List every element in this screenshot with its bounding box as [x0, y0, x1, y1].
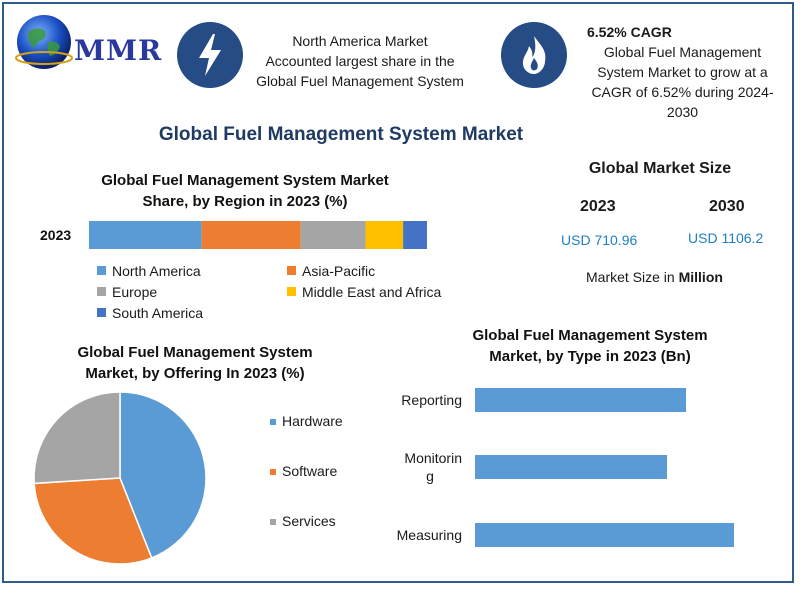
legend-swatch [97, 266, 106, 275]
value-2023: USD 710.96 [561, 232, 638, 248]
lightning-bolt-icon [177, 22, 243, 88]
bar-segment-north-america [89, 221, 202, 249]
bar-segment-south-america [403, 221, 427, 249]
chart-title-line: Market, by Offering In 2023 (%) [85, 365, 305, 382]
legend-swatch [287, 287, 296, 296]
info-line: System Market to grow at a [597, 64, 768, 80]
info-line: Global Fuel Management System [256, 73, 464, 89]
legend-swatch [287, 266, 296, 275]
legend-swatch [270, 419, 276, 425]
info-line: Accounted largest share in the [265, 53, 455, 69]
legend-swatch [270, 469, 276, 475]
legend-label: North America [112, 263, 201, 279]
offering-chart-title: Global Fuel Management System Market, by… [40, 342, 350, 384]
bar-segment-europe [300, 221, 366, 249]
market-size-unit: Market Size in Million [586, 269, 723, 285]
chart-title-line: Global Fuel Management System [472, 327, 708, 344]
legend-item-hardware: Hardware [270, 413, 343, 429]
bar-reporting [475, 388, 686, 412]
type-chart-title: Global Fuel Management System Market, by… [430, 325, 750, 367]
legend-item-asia-pacific: Asia-Pacific [287, 263, 375, 279]
legend-swatch [270, 519, 276, 525]
chart-title-line: Global Fuel Management System [77, 344, 313, 361]
cagr-heading: 6.52% CAGR [587, 24, 672, 40]
year-2023-label: 2023 [580, 198, 616, 215]
unit-prefix: Market Size in [586, 269, 679, 285]
info-line: CAGR of 6.52% during 2024- [591, 84, 774, 100]
legend-swatch [97, 308, 106, 317]
value-2030: USD 1106.2 [688, 230, 764, 246]
category-label: Monitorin [404, 450, 462, 466]
legend-item-software: Software [270, 463, 337, 479]
logo-text: MMR [74, 34, 163, 67]
legend-item-europe: Europe [97, 284, 157, 300]
bar-segment-asia-pacific [201, 221, 301, 249]
category-label: Reporting [401, 392, 462, 408]
type-bar-chart: Reporting Monitorin g Measuring [397, 388, 734, 547]
info-line: 2030 [666, 104, 699, 120]
unit-label: Million [678, 269, 723, 285]
info-line: Global Fuel Management [603, 44, 762, 60]
legend-item-north-america: North America [97, 263, 201, 279]
infographic-frame [2, 2, 794, 583]
legend-item-south-america: South America [97, 305, 203, 321]
bar-monitoring [475, 455, 667, 479]
info-cagr: 6.52% CAGR Global Fuel Management System… [575, 22, 790, 122]
legend-label: Software [282, 463, 338, 479]
chart-title-line: Share, by Region in 2023 (%) [142, 193, 348, 210]
flame-icon [501, 22, 567, 88]
legend-item-middle-east-and-africa: Middle East and Africa [287, 284, 441, 300]
region-chart-title: Global Fuel Management System Market Sha… [60, 170, 430, 212]
legend-swatch [97, 287, 106, 296]
legend-label: Asia-Pacific [302, 263, 376, 279]
offering-pie-chart [33, 391, 207, 565]
legend-label: Middle East and Africa [302, 284, 442, 300]
category-label: Measuring [397, 527, 462, 543]
info-north-america: North America Market Accounted largest s… [240, 31, 480, 91]
bar-segment-middle-east-and-africa [365, 221, 404, 249]
info-line: North America Market [292, 33, 428, 49]
region-stacked-bar-chart: 2023 [40, 221, 427, 249]
year-2030-label: 2030 [709, 198, 745, 215]
globe-icon [15, 15, 73, 69]
legend-label: Europe [112, 284, 158, 300]
category-label-2023: 2023 [40, 227, 71, 243]
pie-slice-services [33, 391, 121, 485]
mmr-logo: MMR [14, 12, 164, 72]
bar-measuring [475, 523, 734, 547]
chart-title-line: Global Fuel Management System Market [101, 172, 389, 189]
category-label: g [426, 468, 434, 484]
legend-label: South America [112, 305, 204, 321]
chart-title-line: Market, by Type in 2023 (Bn) [489, 348, 691, 365]
page-title: Global Fuel Management System Market [158, 124, 524, 145]
pie-slice-hardware [119, 391, 207, 559]
pie-slice-software [33, 477, 153, 565]
legend-label: Services [282, 513, 336, 529]
market-size-title: Global Market Size [588, 160, 732, 177]
legend-label: Hardware [282, 413, 343, 429]
legend-item-services: Services [270, 513, 336, 529]
